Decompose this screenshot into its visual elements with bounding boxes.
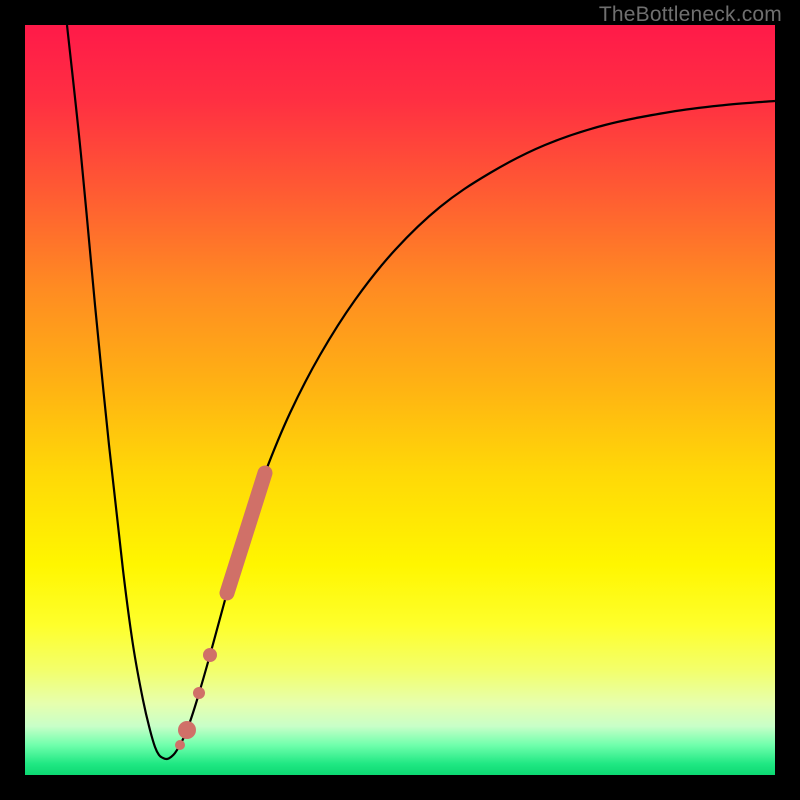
marker-group [175, 473, 265, 750]
marker-dot-1 [193, 687, 205, 699]
bottleneck-curve [67, 25, 775, 759]
marker-dot-0 [203, 648, 217, 662]
curve-layer [25, 25, 775, 775]
marker-dot-3 [175, 740, 185, 750]
marker-dot-2 [178, 721, 196, 739]
watermark-text: TheBottleneck.com [599, 3, 782, 27]
plot-area [25, 25, 775, 775]
chart-stage: TheBottleneck.com [0, 0, 800, 800]
marker-thick-segment [227, 473, 265, 593]
